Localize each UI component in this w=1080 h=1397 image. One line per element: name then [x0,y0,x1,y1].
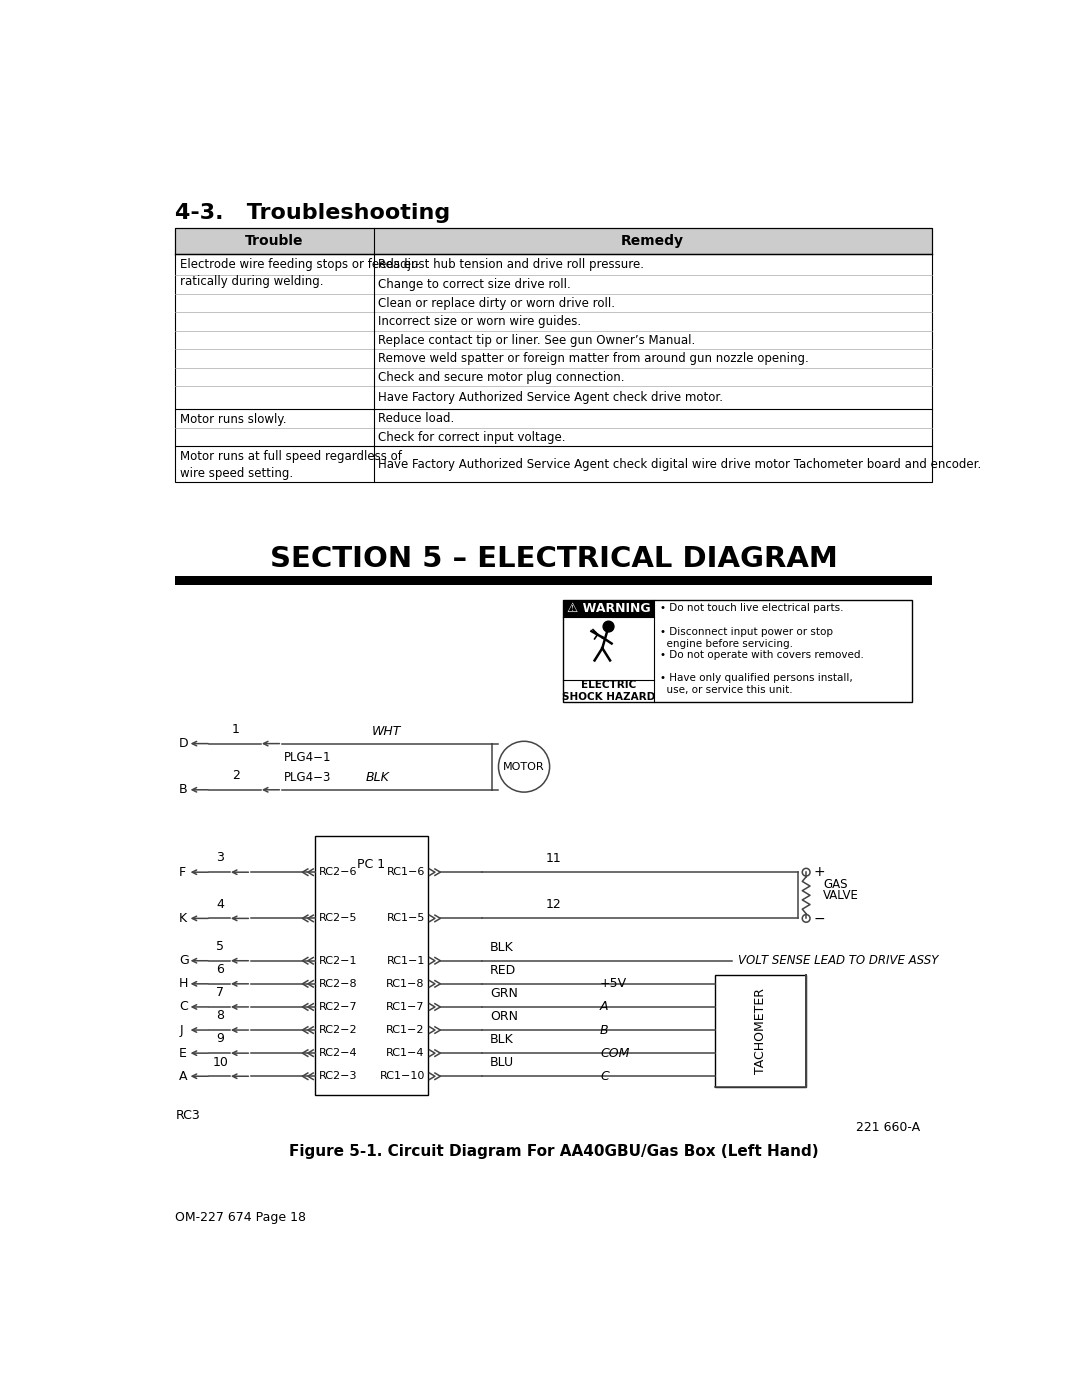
Text: BLU: BLU [490,1056,514,1069]
Bar [563,601,912,703]
Text: RC2−3: RC2−3 [319,1071,357,1081]
Text: Readjust hub tension and drive roll pressure.: Readjust hub tension and drive roll pres… [378,258,645,271]
Text: F: F [179,866,187,879]
Text: RC1−8: RC1−8 [387,979,424,989]
Text: SECTION 5 – ELECTRICAL DIAGRAM: SECTION 5 – ELECTRICAL DIAGRAM [270,545,837,573]
Text: 10: 10 [213,1056,228,1069]
Text: J: J [179,1024,183,1037]
Text: 2: 2 [232,770,240,782]
Text: 1: 1 [232,722,240,736]
Text: Incorrect size or worn wire guides.: Incorrect size or worn wire guides. [378,316,581,328]
Text: 3: 3 [216,852,225,865]
Text: Motor runs at full speed regardless of
wire speed setting.: Motor runs at full speed regardless of w… [180,450,402,481]
Bar [314,835,428,1095]
Text: K: K [179,912,187,925]
Text: A: A [600,1000,608,1013]
Text: G: G [179,954,189,967]
Text: Replace contact tip or liner. See gun Owner’s Manual.: Replace contact tip or liner. See gun Ow… [378,334,696,346]
Text: 8: 8 [216,1010,225,1023]
Text: RC2−2: RC2−2 [319,1025,357,1035]
Text: PLG4−3: PLG4−3 [284,771,332,784]
Text: B: B [179,784,188,796]
Text: Check for correct input voltage.: Check for correct input voltage. [378,430,566,444]
Text: VOLT SENSE LEAD TO DRIVE ASSY: VOLT SENSE LEAD TO DRIVE ASSY [738,954,939,967]
Text: PC 1: PC 1 [357,858,386,870]
Text: Figure 5-1. Circuit Diagram For AA40GBU/Gas Box (Left Hand): Figure 5-1. Circuit Diagram For AA40GBU/… [288,1144,819,1160]
Text: TACHOMETER: TACHOMETER [754,988,767,1074]
Text: 12: 12 [545,898,562,911]
Text: E: E [179,1046,187,1060]
Text: RC2−1: RC2−1 [319,956,357,965]
Text: RC2−6: RC2−6 [319,868,357,877]
Text: ELECTRIC
SHOCK HAZARD: ELECTRIC SHOCK HAZARD [562,680,656,703]
Text: WHT: WHT [372,725,401,738]
Text: ⚠ WARNING: ⚠ WARNING [567,602,650,615]
Text: BLK: BLK [490,940,514,954]
Text: H: H [179,978,189,990]
Text: RED: RED [490,964,516,977]
Text: • Disconnect input power or stop
  engine before servicing.: • Disconnect input power or stop engine … [661,627,834,650]
Text: COM: COM [600,1046,630,1060]
Text: 5: 5 [216,940,225,953]
Text: Have Factory Authorized Service Agent check drive motor.: Have Factory Authorized Service Agent ch… [378,391,724,404]
Text: +5V: +5V [600,978,627,990]
Text: Remove weld spatter or foreign matter from around gun nozzle opening.: Remove weld spatter or foreign matter fr… [378,352,809,365]
Text: • Do not operate with covers removed.: • Do not operate with covers removed. [661,650,864,659]
Text: B: B [600,1024,609,1037]
Text: RC2−4: RC2−4 [319,1048,357,1058]
Text: RC2−7: RC2−7 [319,1002,357,1011]
Text: 11: 11 [545,852,562,865]
Text: PLG4−1: PLG4−1 [284,752,332,764]
Text: C: C [179,1000,188,1013]
Bar [175,576,932,585]
Text: RC1−2: RC1−2 [387,1025,424,1035]
Text: RC1−4: RC1−4 [387,1048,424,1058]
Text: A: A [179,1070,188,1083]
Bar [563,601,654,617]
Text: RC1−6: RC1−6 [387,868,424,877]
Text: RC1−7: RC1−7 [387,1002,424,1011]
Text: VALVE: VALVE [823,888,859,902]
Bar [715,975,806,1087]
Circle shape [603,622,613,631]
Bar [175,228,932,482]
Text: Trouble: Trouble [245,233,303,247]
Text: Have Factory Authorized Service Agent check digital wire drive motor Tachometer : Have Factory Authorized Service Agent ch… [378,458,982,471]
Bar [175,228,932,254]
Text: RC3: RC3 [175,1109,200,1122]
Text: C: C [600,1070,609,1083]
Text: −: − [814,911,825,925]
Text: Electrode wire feeding stops or feeds er-
ratically during welding.: Electrode wire feeding stops or feeds er… [180,257,419,288]
Text: Motor runs slowly.: Motor runs slowly. [180,414,286,426]
Text: D: D [179,738,189,750]
Text: Clean or replace dirty or worn drive roll.: Clean or replace dirty or worn drive rol… [378,296,616,310]
Text: Check and secure motor plug connection.: Check and secure motor plug connection. [378,370,625,384]
Text: OM-227 674 Page 18: OM-227 674 Page 18 [175,1211,307,1224]
Text: Change to correct size drive roll.: Change to correct size drive roll. [378,278,571,291]
Text: • Do not touch live electrical parts.: • Do not touch live electrical parts. [661,604,843,613]
Text: RC1−5: RC1−5 [387,914,424,923]
Text: 221 660-A: 221 660-A [855,1120,920,1134]
Text: 9: 9 [216,1032,225,1045]
Text: Remedy: Remedy [621,233,685,247]
Text: GAS: GAS [823,879,848,891]
Text: 7: 7 [216,986,225,999]
Text: +: + [814,865,825,879]
Text: BLK: BLK [490,1034,514,1046]
Text: RC2−5: RC2−5 [319,914,357,923]
Text: 4-3.   Troubleshooting: 4-3. Troubleshooting [175,203,450,224]
Text: 4: 4 [216,898,225,911]
Text: ORN: ORN [490,1010,518,1023]
Text: 6: 6 [216,963,225,977]
Text: • Have only qualified persons install,
  use, or service this unit.: • Have only qualified persons install, u… [661,673,853,696]
Text: BLK: BLK [366,771,390,784]
Text: RC1−1: RC1−1 [387,956,424,965]
Text: RC2−8: RC2−8 [319,979,357,989]
Text: RC1−10: RC1−10 [379,1071,424,1081]
Text: GRN: GRN [490,988,517,1000]
Text: MOTOR: MOTOR [503,761,545,771]
Text: Reduce load.: Reduce load. [378,412,455,425]
